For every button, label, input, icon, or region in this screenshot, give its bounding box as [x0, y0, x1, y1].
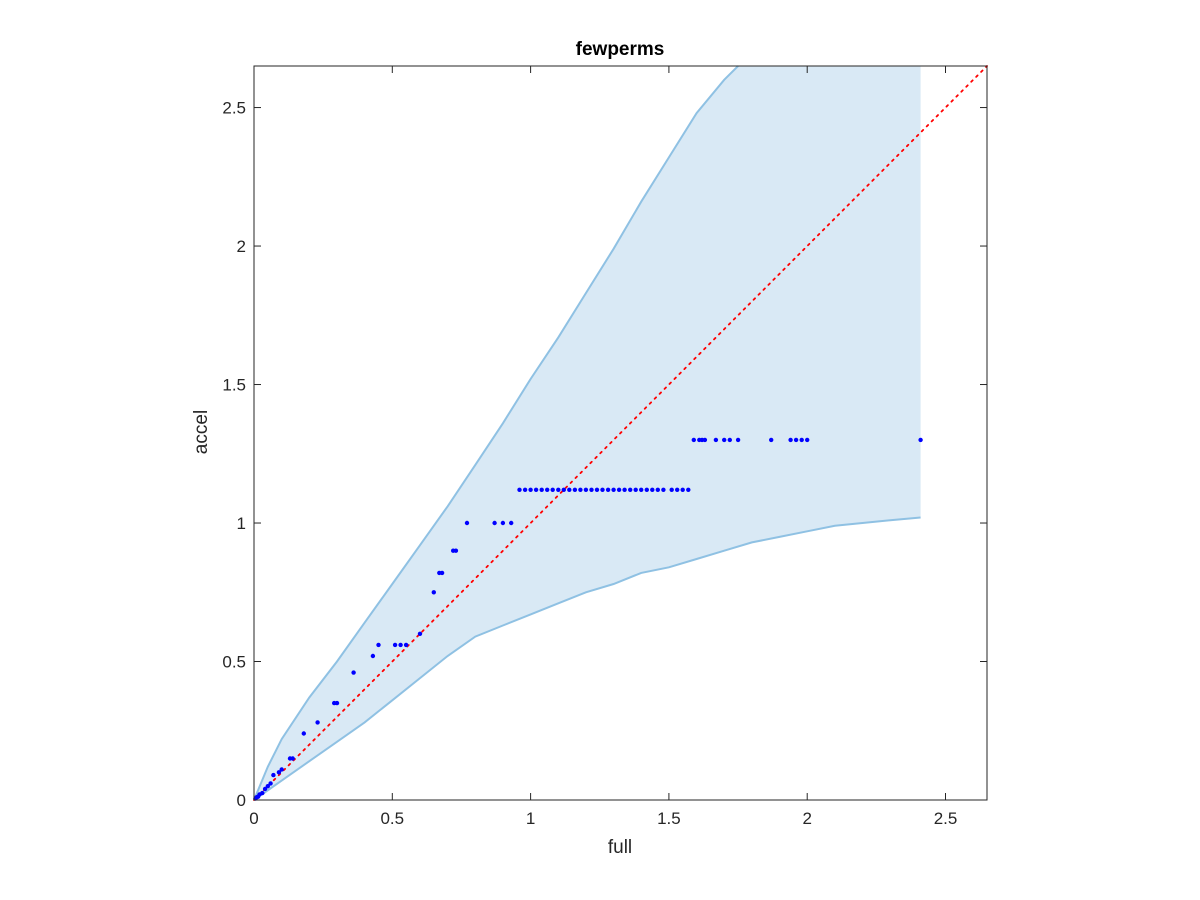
data-point: [492, 520, 497, 526]
data-point: [517, 487, 522, 492]
data-point: [633, 487, 638, 492]
data-point: [392, 642, 398, 648]
data-point: [453, 548, 459, 553]
y-axis-label: accel: [191, 410, 212, 454]
y-tick-label: 0: [237, 791, 246, 810]
data-point: [769, 437, 774, 443]
data-point: [533, 487, 539, 492]
data-point: [370, 653, 376, 659]
data-point: [500, 520, 506, 526]
data-point: [628, 487, 633, 492]
data-point: [639, 487, 644, 492]
data-point: [276, 770, 282, 775]
data-point: [805, 437, 810, 443]
chart-title: fewperms: [576, 39, 665, 60]
confidence-band: [253, 65, 921, 801]
band-fill: [254, 66, 921, 800]
data-point: [572, 487, 578, 492]
y-tick-label: 2: [237, 237, 246, 256]
data-point: [655, 487, 660, 492]
x-axis-label: full: [608, 837, 632, 858]
data-point: [702, 437, 708, 443]
data-point: [788, 437, 793, 443]
data-point: [439, 570, 445, 576]
data-point: [793, 437, 799, 443]
data-point: [376, 642, 381, 648]
y-tick-label: 2.5: [222, 99, 246, 118]
data-point: [522, 487, 528, 492]
data-point: [398, 642, 403, 648]
data-point: [545, 487, 550, 492]
data-point: [262, 786, 268, 792]
data-point: [650, 487, 655, 492]
y-tick-label: 1.5: [222, 376, 246, 395]
data-point: [301, 731, 306, 736]
data-point: [589, 487, 594, 492]
data-point: [722, 437, 727, 443]
band-upper-edge: [253, 65, 739, 801]
data-point: [600, 487, 605, 492]
identity-line: [253, 65, 988, 801]
data-point: [675, 487, 680, 492]
data-point: [334, 700, 340, 706]
data-point: [691, 437, 696, 443]
data-point: [680, 487, 685, 492]
data-points: [253, 437, 923, 801]
x-tick-label: 2: [802, 809, 811, 828]
data-point: [686, 487, 691, 492]
data-point: [403, 642, 409, 648]
data-point: [539, 487, 544, 492]
x-tick-label: 0: [249, 809, 258, 828]
data-point: [271, 772, 276, 778]
data-point: [265, 784, 270, 789]
axes-box: [253, 65, 988, 801]
y-tick-label: 1: [237, 514, 246, 533]
data-point: [431, 590, 436, 595]
data-point: [417, 631, 423, 636]
data-point: [799, 437, 804, 443]
data-point: [290, 756, 295, 761]
data-point: [351, 670, 356, 675]
data-point: [622, 487, 627, 492]
axis-ticks: 0 0.5 1 1.5 2 2.5 0 0.5 1 1.5 2 2.5: [222, 66, 987, 828]
data-point: [605, 487, 611, 492]
data-point: [727, 437, 732, 443]
data-point: [556, 487, 561, 492]
reference-line: [253, 65, 988, 801]
data-point: [735, 437, 741, 443]
data-point: [583, 487, 589, 492]
x-tick-label: 1: [526, 809, 535, 828]
data-point: [644, 487, 649, 492]
data-point: [669, 487, 674, 492]
x-tick-label: 2.5: [934, 809, 958, 828]
data-point: [661, 487, 666, 492]
data-point: [550, 487, 555, 492]
band-lower-edge: [253, 516, 921, 801]
data-point: [611, 487, 616, 492]
data-point: [578, 487, 583, 492]
x-tick-label: 0.5: [380, 809, 404, 828]
data-point: [713, 437, 719, 443]
data-point: [567, 487, 572, 492]
data-point: [315, 720, 320, 725]
data-point: [260, 790, 265, 796]
data-point: [616, 487, 622, 492]
data-point: [279, 767, 284, 772]
data-point: [594, 487, 600, 492]
data-point: [509, 520, 514, 526]
data-point: [268, 781, 273, 786]
data-point: [464, 520, 470, 526]
x-tick-label: 1.5: [657, 809, 681, 828]
data-point: [528, 487, 533, 492]
data-point: [561, 487, 566, 492]
data-point: [918, 437, 923, 443]
y-tick-label: 0.5: [222, 653, 246, 672]
